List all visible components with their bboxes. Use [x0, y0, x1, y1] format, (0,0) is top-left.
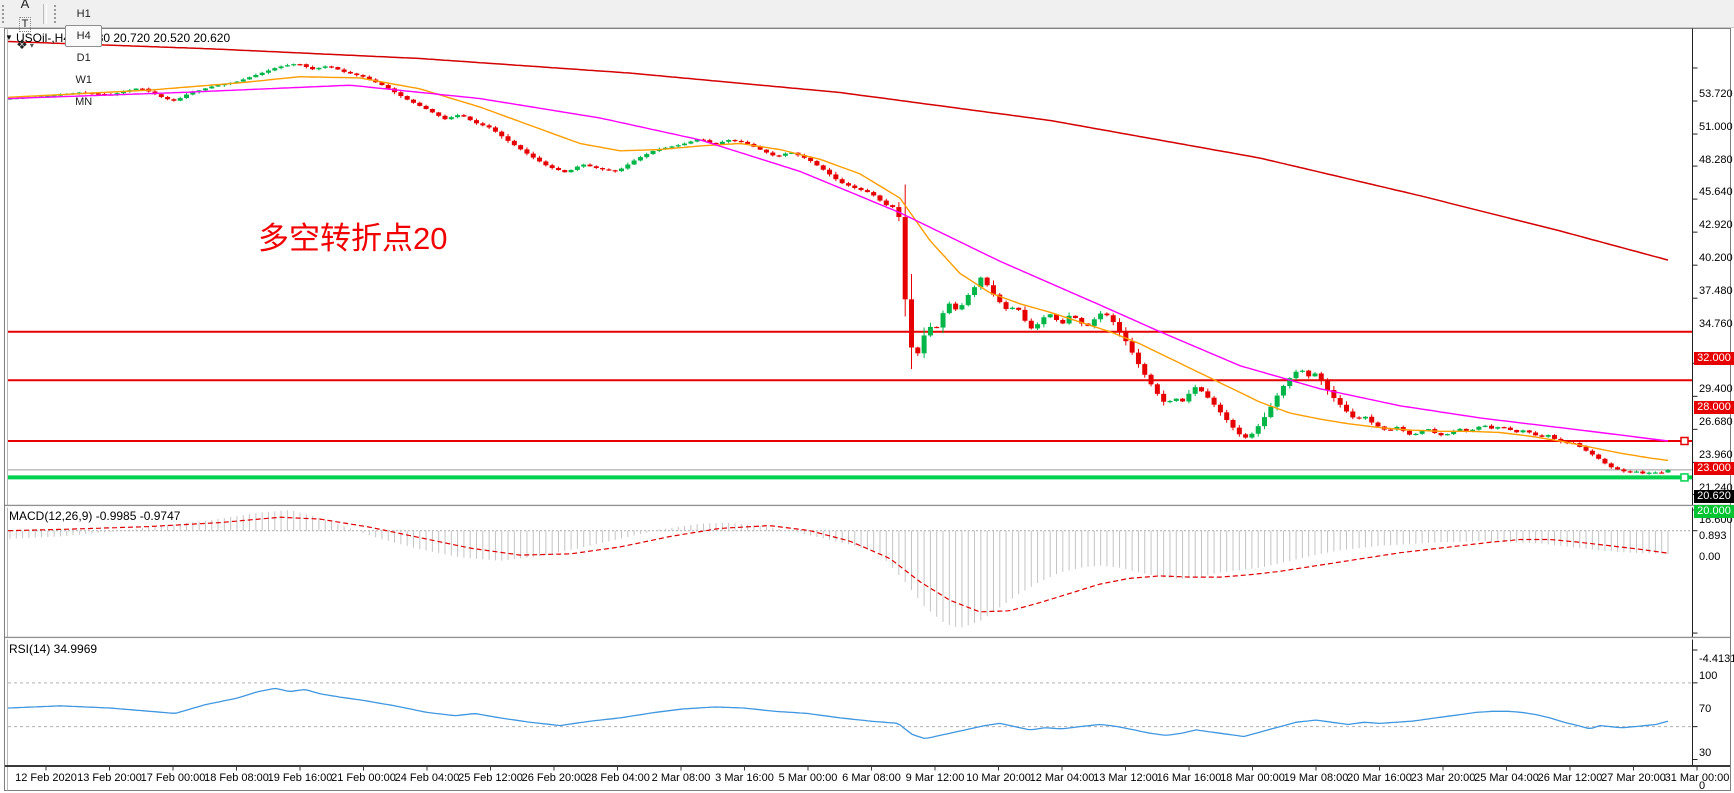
text-tool-button[interactable]: T [13, 14, 37, 35]
dropdown-caret-icon: ▾ [29, 40, 34, 50]
arrow-objects-button[interactable]: ❖ ▾ [13, 35, 37, 56]
ma-fast-orange-line [8, 75, 1669, 462]
price-tag-23.000: 23.000 [1694, 461, 1734, 475]
time-axis-label: 27 Mar 20:00 [1601, 772, 1666, 784]
time-axis-label: 12 Mar 04:00 [1029, 772, 1095, 784]
macd-pane[interactable] [8, 510, 1692, 628]
time-axis-label: 23 Mar 20:00 [1410, 772, 1476, 784]
price-axis-label: 53.720 [1699, 87, 1733, 100]
time-axis-label: 20 Mar 16:00 [1347, 772, 1412, 784]
macd-signal-line [8, 516, 1669, 613]
candles-layer[interactable] [8, 63, 1671, 475]
chart-canvas[interactable] [0, 27, 1734, 793]
time-axis-label: 18 Mar 00:00 [1220, 772, 1285, 784]
rsi-indicator-label: RSI(14) 34.9969 [9, 642, 98, 656]
time-axis-label: 12 Feb 2020 [15, 772, 77, 784]
time-axis-label: 13 Mar 12:00 [1093, 772, 1158, 784]
time-axis-label: 10 Mar 20:00 [966, 772, 1031, 784]
price-axis-label: 40.200 [1699, 252, 1733, 265]
price-axis-label: 42.920 [1699, 219, 1733, 232]
price-axis-label: 48.280 [1699, 154, 1733, 167]
time-axis-label: 2 Mar 08:00 [651, 772, 711, 784]
main-chart-pane[interactable] [8, 330, 1692, 480]
toolbar-grip[interactable] [2, 4, 8, 23]
ma-slow-red-line [8, 40, 1669, 261]
time-axis-label: 19 Mar 08:00 [1283, 772, 1349, 784]
timeframe-button-d1[interactable]: D1 [76, 51, 91, 64]
rsi-axis-label: 70 [1699, 702, 1712, 715]
letter-a-icon: A [20, 0, 30, 11]
timeframe-toolbar: M1M5M15M30H1H4D1W1MN [64, 0, 103, 113]
price-tag-20.000: 20.000 [1694, 504, 1734, 518]
time-axis-label: 25 Feb 12:00 [458, 772, 523, 784]
chart-title: USOil-,H4 20.530 20.720 20.520 20.620 [16, 31, 231, 45]
toolbar-separator [43, 3, 47, 24]
timeframe-button-mn[interactable]: MN [75, 95, 93, 108]
time-axis-label: 28 Feb 04:00 [585, 772, 650, 784]
text-annotation[interactable]: 多空转折点20 [258, 221, 448, 256]
arrows-icon: ❖ [16, 37, 28, 52]
hline-drag-handle[interactable] [1680, 473, 1689, 482]
letter-t-icon: T [18, 16, 32, 32]
macd-indicator-label: MACD(12,26,9) -0.9985 -0.9747 [9, 509, 181, 523]
timeframe-button-w1[interactable]: W1 [75, 73, 92, 86]
price-tag-28.000: 28.000 [1694, 400, 1734, 414]
toolbar-grip-2[interactable] [54, 4, 60, 23]
time-axis-label: 18 Feb 08:00 [204, 772, 269, 784]
price-axis-label: 51.000 [1699, 120, 1733, 133]
toolbar-tools: FAT❖▾ [12, 0, 38, 56]
price-axis-label: 45.640 [1699, 186, 1733, 199]
toolbar: FAT❖▾ M1M5M15M30H1H4D1W1MN [0, 0, 1734, 108]
time-axis-label: 26 Mar 12:00 [1537, 772, 1603, 784]
time-axis-label: 16 Mar 16:00 [1156, 772, 1222, 784]
time-axis-label: 6 Mar 08:00 [842, 772, 901, 784]
timeframe-button-h4[interactable]: H4 [65, 24, 103, 47]
time-axis-label: 31 Mar 00:00 [1664, 772, 1730, 784]
price-axis-label: 23.960 [1699, 449, 1733, 462]
time-axis-label: 17 Feb 00:00 [140, 772, 206, 784]
macd-axis-label: -4.4131 [1699, 653, 1734, 666]
time-axis-label: 26 Feb 20:00 [521, 772, 587, 784]
hline-drag-handle[interactable] [1680, 436, 1689, 446]
collapse-chart-icon[interactable]: ▼ [5, 33, 13, 42]
price-axis-label: 34.760 [1699, 318, 1733, 331]
rsi-axis-label: 100 [1699, 670, 1718, 682]
chart-window: ▼ USOil-,H4 20.530 20.720 20.520 20.620 … [0, 27, 1734, 793]
timeframe-button-h1[interactable]: H1 [76, 7, 91, 20]
price-axis-label: 37.480 [1699, 285, 1733, 298]
macd-axis-label: 0.893 [1699, 529, 1727, 542]
chart-frame [4, 28, 1731, 791]
time-axis-label: 21 Feb 00:00 [331, 772, 396, 784]
time-axis-label: 13 Feb 20:00 [77, 772, 142, 784]
price-tag-20.620: 20.620 [1694, 490, 1734, 504]
ma-mid-magenta-line [8, 84, 1669, 442]
rsi-axis-label: 0 [1699, 779, 1706, 792]
rsi-axis-label: 30 [1699, 746, 1712, 759]
rsi-pane[interactable] [8, 682, 1692, 740]
time-axis-label: 19 Feb 16:00 [267, 772, 333, 784]
time-axis-label: 9 Mar 12:00 [905, 772, 965, 784]
price-axis-label: 29.400 [1699, 383, 1733, 396]
time-axis-label: 5 Mar 00:00 [778, 772, 838, 784]
price-tag-32.000: 32.000 [1694, 352, 1734, 366]
font-tool-button[interactable]: A [13, 0, 37, 14]
time-axis-label: 25 Mar 04:00 [1474, 772, 1539, 784]
macd-axis-label: 0.00 [1699, 550, 1721, 563]
time-axis-label: 24 Feb 04:00 [394, 772, 460, 784]
rsi-line [8, 687, 1669, 740]
time-axis-label: 3 Mar 16:00 [715, 772, 774, 784]
price-axis-label: 26.680 [1699, 416, 1733, 429]
